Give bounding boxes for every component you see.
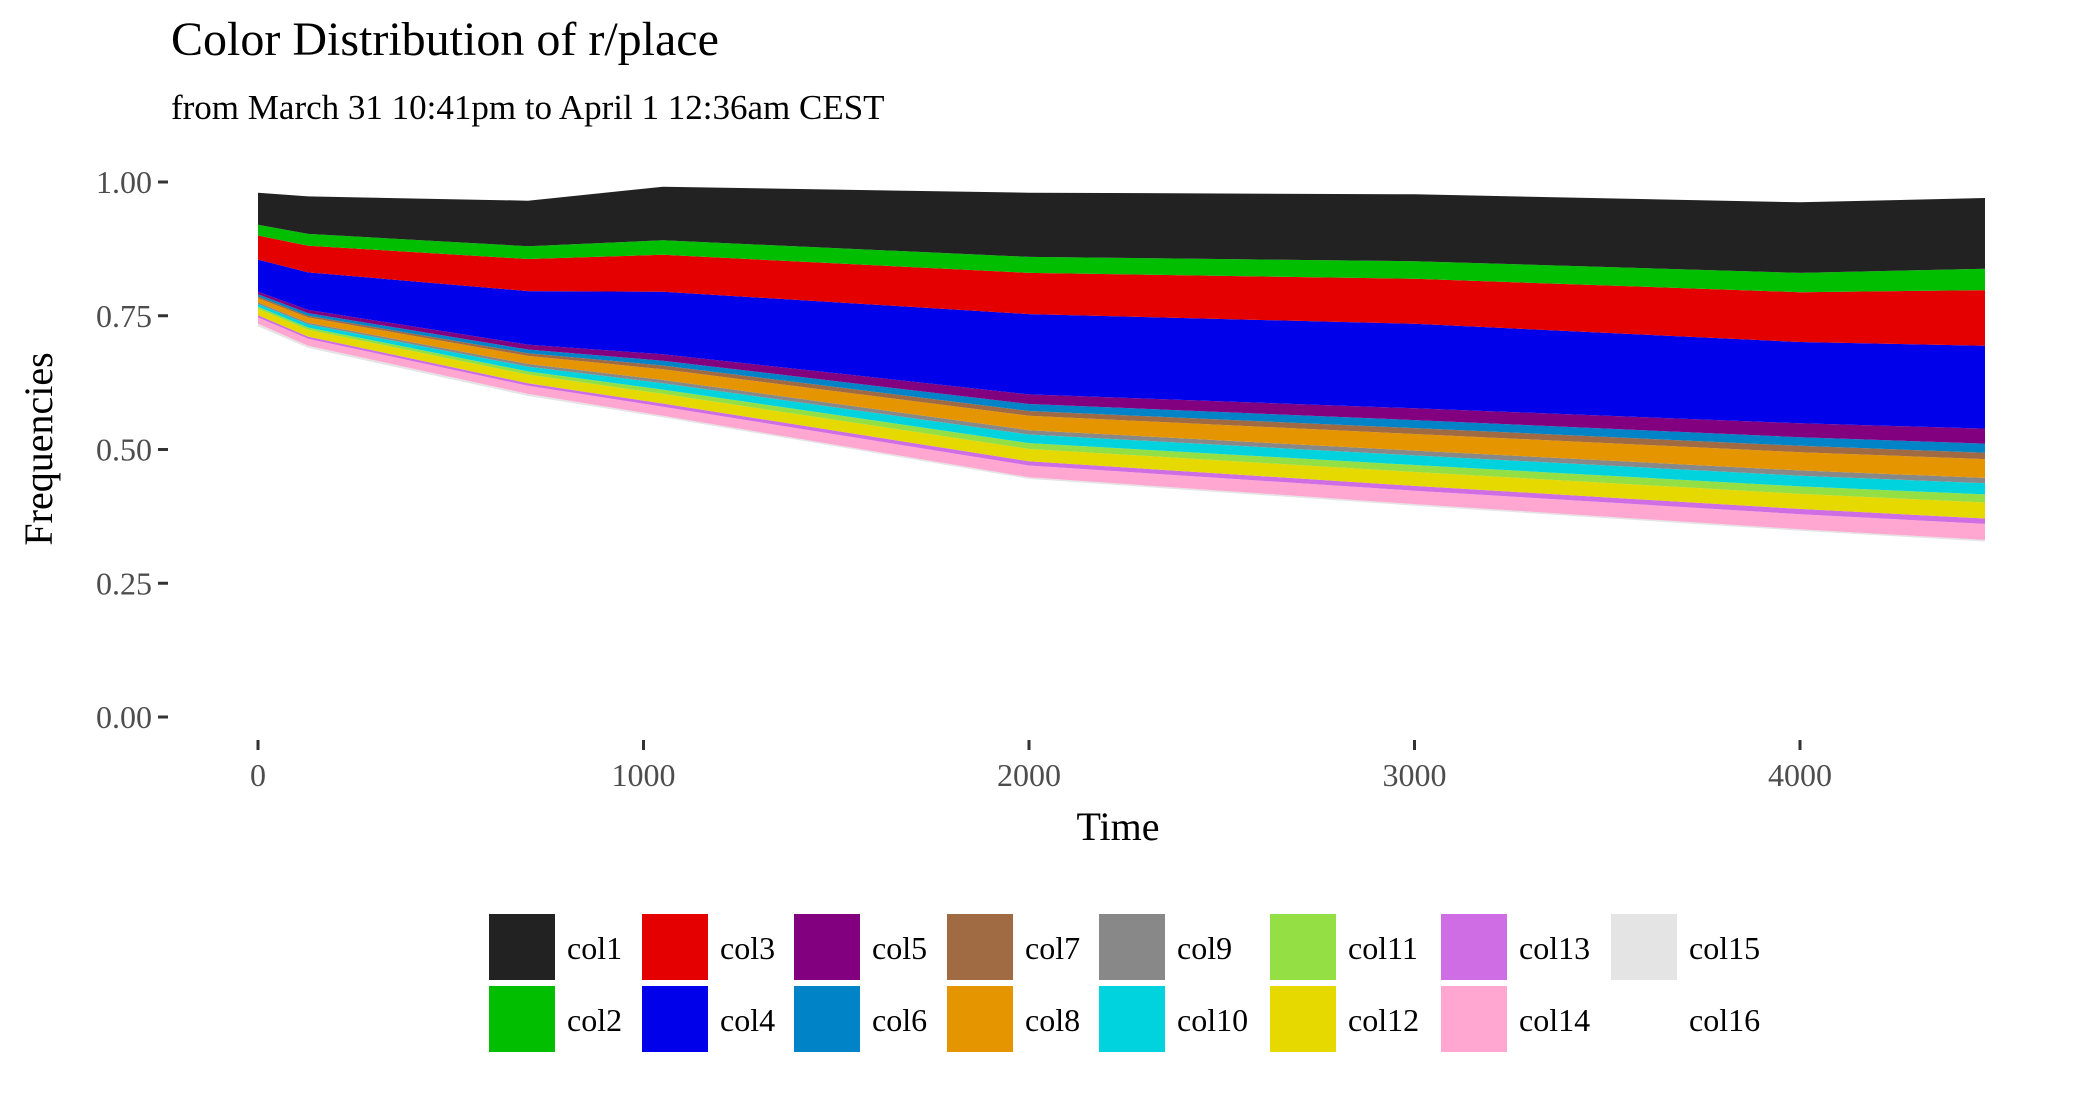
- legend-label-col9: col9: [1177, 930, 1232, 966]
- x-tick-label: 4000: [1768, 757, 1832, 793]
- x-tick-label: 1000: [612, 757, 676, 793]
- legend-label-col3: col3: [720, 930, 775, 966]
- legend: col1 col2 col3 col4 col5 col6 col7 col8 col9 col1…: [489, 914, 1760, 1052]
- legend-swatch-col8: [947, 986, 1013, 1052]
- area-col2: [258, 224, 1985, 293]
- y-tick-label: 0.50: [96, 432, 152, 468]
- area-col1: [258, 186, 1985, 273]
- legend-swatch-col15: [1611, 914, 1677, 980]
- legend-label-col14: col14: [1519, 1002, 1590, 1038]
- x-tick-label: 0: [250, 757, 266, 793]
- x-tick-label: 3000: [1383, 757, 1447, 793]
- legend-swatch-col16: [1611, 986, 1677, 1052]
- area-col4: [258, 259, 1985, 429]
- y-tick-label: 0.00: [96, 699, 152, 735]
- legend-swatch-col12: [1270, 986, 1336, 1052]
- legend-swatch-col2: [489, 986, 555, 1052]
- legend-swatch-col13: [1441, 914, 1507, 980]
- legend-swatch-col7: [947, 914, 1013, 980]
- legend-label-col15: col15: [1689, 930, 1760, 966]
- area-col3: [258, 235, 1985, 346]
- legend-label-col10: col10: [1177, 1002, 1248, 1038]
- legend-label-col1: col1: [567, 930, 622, 966]
- legend-label-col16: col16: [1689, 1002, 1760, 1038]
- x-tick-label: 2000: [997, 757, 1061, 793]
- area-col5: [258, 291, 1985, 444]
- legend-label-col13: col13: [1519, 930, 1590, 966]
- legend-swatch-col10: [1099, 986, 1165, 1052]
- legend-label-col5: col5: [872, 930, 927, 966]
- x-axis-title: Time: [1076, 804, 1159, 849]
- legend-swatch-col3: [642, 914, 708, 980]
- area-col8: [258, 298, 1985, 478]
- y-tick-label: 0.25: [96, 565, 152, 601]
- chart-subtitle: from March 31 10:41pm to April 1 12:36am…: [171, 88, 885, 127]
- area-col16: [258, 326, 1985, 717]
- legend-swatch-col6: [794, 986, 860, 1052]
- legend-label-col11: col11: [1348, 930, 1418, 966]
- legend-label-col2: col2: [567, 1002, 622, 1038]
- legend-swatch-col11: [1270, 914, 1336, 980]
- legend-swatch-col4: [642, 986, 708, 1052]
- y-axis: 0.00 0.25 0.50 0.75 1.00: [96, 164, 168, 735]
- chart-title: Color Distribution of r/place: [171, 13, 719, 66]
- legend-label-col12: col12: [1348, 1002, 1419, 1038]
- legend-label-col6: col6: [872, 1002, 927, 1038]
- legend-swatch-col1: [489, 914, 555, 980]
- y-tick-label: 1.00: [96, 164, 152, 200]
- y-axis-title: Frequencies: [16, 352, 61, 545]
- area-col12: [258, 308, 1985, 519]
- area-layers: [258, 186, 1985, 717]
- legend-swatch-col5: [794, 914, 860, 980]
- x-axis: 0 1000 2000 3000 4000: [250, 740, 1832, 793]
- area-col14: [258, 317, 1985, 540]
- y-tick-label: 0.75: [96, 298, 152, 334]
- legend-label-col8: col8: [1025, 1002, 1080, 1038]
- legend-label-col4: col4: [720, 1002, 775, 1038]
- legend-swatch-col9: [1099, 914, 1165, 980]
- legend-swatch-col14: [1441, 986, 1507, 1052]
- legend-label-col7: col7: [1025, 930, 1080, 966]
